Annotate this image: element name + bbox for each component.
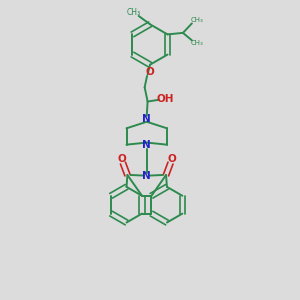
Text: O: O — [146, 67, 154, 76]
Text: N: N — [142, 114, 151, 124]
Text: O: O — [168, 154, 176, 164]
Text: CH₃: CH₃ — [127, 8, 141, 17]
Text: N: N — [142, 172, 151, 182]
Text: CH₃: CH₃ — [190, 40, 203, 46]
Text: OH: OH — [156, 94, 174, 104]
Text: N: N — [142, 140, 151, 150]
Text: CH₃: CH₃ — [190, 17, 203, 23]
Text: O: O — [117, 154, 126, 164]
